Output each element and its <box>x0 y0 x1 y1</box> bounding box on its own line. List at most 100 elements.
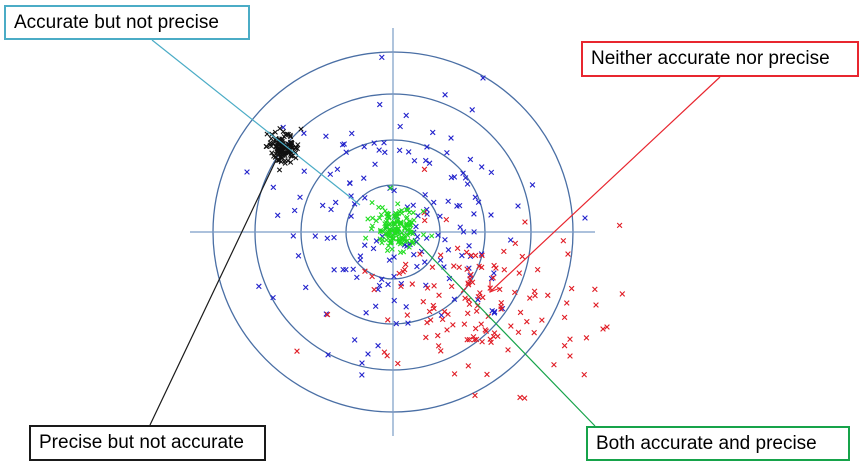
blue-mark-stroke-b <box>351 337 358 343</box>
blue-mark-stroke-b <box>469 107 476 113</box>
blue-mark-stroke-b <box>442 92 448 98</box>
black-mark-stroke-b <box>279 145 285 151</box>
black-mark-stroke-b <box>270 140 277 146</box>
blue-mark <box>491 310 498 316</box>
red-mark <box>516 270 523 276</box>
blue-mark <box>442 92 448 98</box>
red-mark-stroke-b <box>531 288 538 295</box>
blue-mark <box>471 211 477 217</box>
green-mark-stroke-b <box>378 212 384 218</box>
red-mark <box>515 329 522 336</box>
blue-mark-stroke-b <box>361 242 368 248</box>
green-mark <box>383 237 390 243</box>
black-mark <box>287 132 293 138</box>
red-mark-stroke-b <box>494 333 501 340</box>
red-mark <box>451 371 458 377</box>
blue-mark <box>340 266 346 273</box>
blue-mark-stroke-b <box>341 141 347 147</box>
green-mark-stroke-b <box>429 233 435 239</box>
blue-mark-stroke-b <box>348 193 354 199</box>
red-mark-stroke-b <box>592 286 598 293</box>
blue-mark <box>414 263 420 270</box>
blue-mark <box>365 351 371 357</box>
blue-mark <box>301 130 307 137</box>
blue-mark <box>464 181 471 187</box>
red-mark <box>565 251 571 257</box>
blue-mark-stroke-b <box>415 212 421 219</box>
green-mark-stroke-b <box>385 214 391 220</box>
blue-mark <box>411 157 418 164</box>
red-mark <box>417 251 423 257</box>
blue-mark <box>466 242 472 249</box>
green-mark-stroke-b <box>394 219 400 225</box>
red-mark-stroke-b <box>471 336 478 343</box>
blue-mark-stroke-b <box>376 147 382 153</box>
red-mark-stroke-b <box>454 245 461 252</box>
blue-mark <box>456 202 463 209</box>
blue-mark-stroke-b <box>347 180 353 187</box>
blue-mark <box>331 234 337 241</box>
red-mark-stroke-b <box>434 332 441 339</box>
blue-mark <box>429 129 436 136</box>
red-mark-stroke-b <box>421 166 428 173</box>
blue-mark <box>480 75 486 81</box>
red-mark <box>437 348 444 354</box>
blue-mark <box>319 202 326 209</box>
blue-mark <box>332 199 339 206</box>
blue-mark-stroke-b <box>478 164 485 170</box>
red-mark-stroke-b <box>395 360 401 367</box>
blue-mark-stroke-b <box>340 266 346 273</box>
red-mark-stroke-b <box>466 336 473 343</box>
red-mark <box>567 336 573 342</box>
blue-mark-stroke-b <box>323 133 329 140</box>
blue-mark-stroke-b <box>319 202 326 209</box>
blue-mark-stroke-b <box>413 223 419 230</box>
red-mark <box>484 371 490 378</box>
red-mark <box>560 237 567 244</box>
red-mark <box>371 286 377 293</box>
blue-mark <box>325 351 331 358</box>
blue-mark-stroke-b <box>460 170 466 177</box>
red-mark-stroke-b <box>420 298 427 305</box>
blue-mark <box>351 337 358 343</box>
red-mark-stroke-b <box>531 329 537 336</box>
red-mark <box>604 324 610 330</box>
blue-mark <box>451 296 458 303</box>
red-mark-stroke-b <box>424 285 431 291</box>
red-mark <box>461 321 468 327</box>
green-mark-stroke-b <box>379 204 385 211</box>
blue-mark-stroke-b <box>421 259 428 265</box>
red-mark <box>445 311 451 318</box>
red-mark-stroke-b <box>371 286 377 293</box>
blue-mark <box>343 149 349 155</box>
red-mark-stroke-b <box>456 264 462 271</box>
blue-mark <box>372 303 379 310</box>
blue-mark-stroke-b <box>410 202 417 209</box>
red-mark-stroke-b <box>616 222 623 229</box>
red-mark-stroke-b <box>441 308 448 315</box>
blue-mark <box>459 252 465 259</box>
red-mark <box>465 280 471 286</box>
blue-mark <box>442 236 448 243</box>
red-mark-stroke-b <box>487 336 494 343</box>
red-mark-stroke-b <box>431 305 437 312</box>
red-mark <box>437 252 444 258</box>
green-mark <box>404 231 410 237</box>
red-mark-stroke-b <box>561 314 568 321</box>
red-mark <box>443 216 450 223</box>
blue-mark-stroke-b <box>429 129 436 136</box>
blue-mark-stroke-b <box>423 282 429 289</box>
blue-mark <box>323 133 329 140</box>
black-mark-stroke-b <box>269 131 275 137</box>
red-mark-stroke-b <box>567 353 573 359</box>
red-mark <box>454 245 461 252</box>
red-mark-stroke-b <box>488 339 494 346</box>
blue-mark-stroke-b <box>378 276 385 283</box>
red-mark <box>519 253 526 260</box>
green-mark-stroke-b <box>388 185 394 191</box>
red-mark <box>527 295 533 301</box>
blue-mark-stroke-b <box>491 310 498 316</box>
black-mark-stroke-b <box>280 147 286 153</box>
green-mark-stroke-b <box>399 240 405 246</box>
blue-mark-stroke-b <box>312 233 319 239</box>
